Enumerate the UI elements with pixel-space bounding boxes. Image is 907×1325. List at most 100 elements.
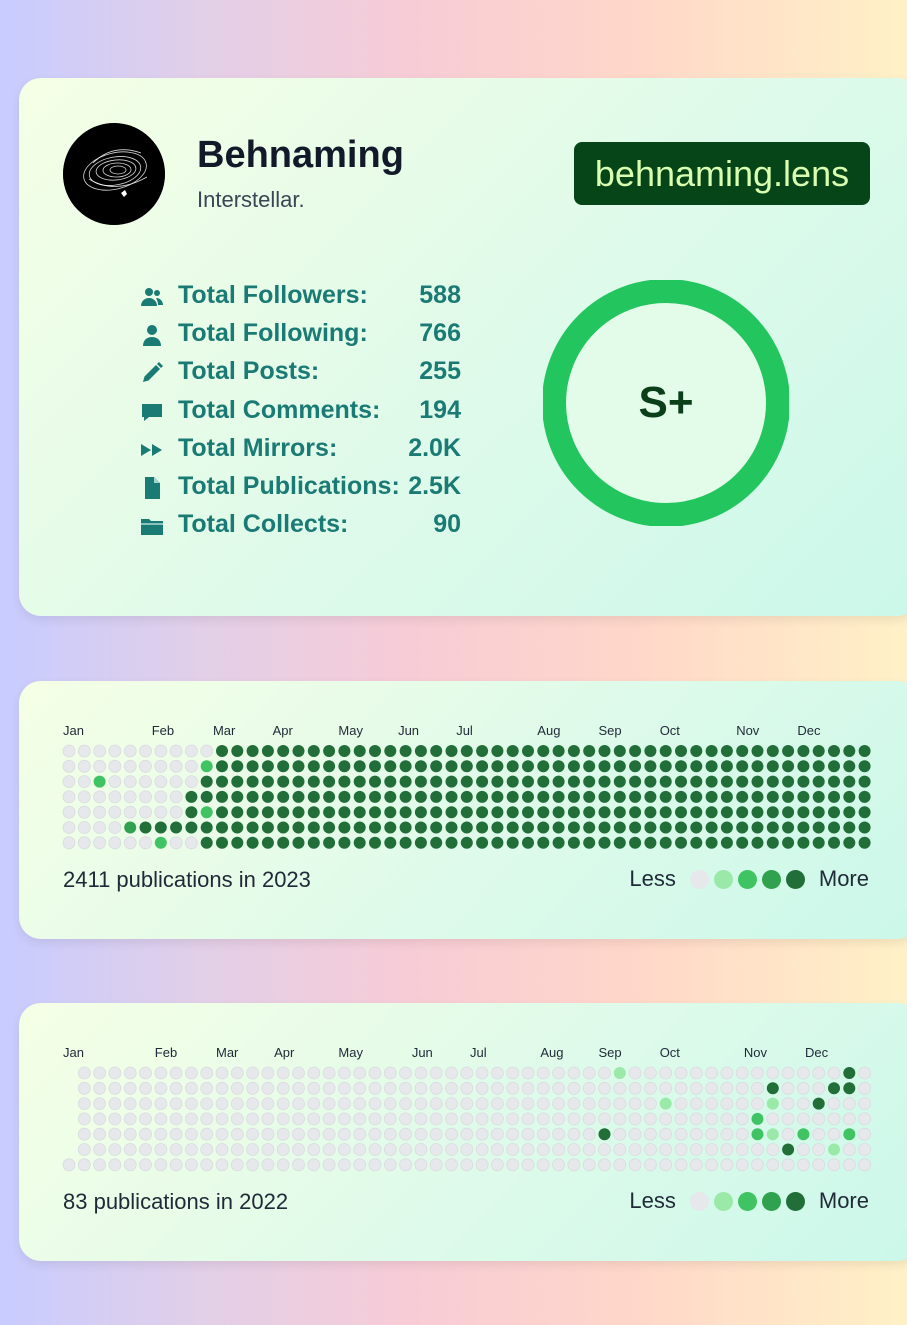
heatmap-cell[interactable] — [430, 836, 443, 849]
heatmap-cell[interactable] — [736, 775, 749, 788]
heatmap-cell[interactable] — [353, 1066, 367, 1080]
heatmap-cell[interactable] — [93, 759, 106, 773]
heatmap-cell[interactable] — [384, 775, 397, 788]
heatmap-cell[interactable] — [644, 806, 657, 819]
heatmap-cell[interactable] — [567, 836, 580, 849]
heatmap-cell[interactable] — [782, 806, 795, 819]
heatmap-cell[interactable] — [476, 745, 489, 757]
heatmap-cell[interactable] — [399, 1066, 413, 1080]
heatmap-cell[interactable] — [491, 775, 504, 788]
heatmap-cell[interactable] — [675, 745, 687, 757]
heatmap-cell[interactable] — [552, 1112, 565, 1126]
heatmap-cell[interactable] — [659, 745, 672, 757]
heatmap-cell[interactable] — [522, 760, 534, 773]
heatmap-cell[interactable] — [858, 1158, 871, 1172]
heatmap-cell[interactable] — [735, 1127, 749, 1141]
heatmap-cell[interactable] — [77, 1066, 91, 1080]
heatmap-cell[interactable] — [552, 745, 565, 757]
heatmap-cell[interactable] — [399, 806, 412, 819]
heatmap-cell[interactable] — [720, 1066, 734, 1080]
heatmap-cell[interactable] — [414, 1081, 428, 1095]
heatmap-cell[interactable] — [108, 775, 122, 788]
heatmap-cell[interactable] — [261, 775, 274, 788]
heatmap-cell[interactable] — [506, 1158, 520, 1172]
heatmap-cell[interactable] — [154, 1158, 168, 1172]
heatmap-cell[interactable] — [108, 744, 122, 758]
heatmap-cell[interactable] — [430, 760, 443, 773]
heatmap-cell[interactable] — [476, 821, 489, 834]
heatmap-cell[interactable] — [429, 1097, 443, 1110]
heatmap-cell[interactable] — [430, 806, 443, 819]
heatmap-cell[interactable] — [277, 790, 290, 803]
heatmap-cell[interactable] — [613, 775, 626, 788]
heatmap-cell[interactable] — [552, 806, 565, 819]
heatmap-cell[interactable] — [536, 1081, 550, 1095]
heatmap-cell[interactable] — [184, 836, 198, 850]
heatmap-cell[interactable] — [246, 1081, 260, 1095]
heatmap-cell[interactable] — [108, 1081, 122, 1095]
heatmap-cell[interactable] — [735, 1112, 749, 1126]
heatmap-cell[interactable] — [322, 1112, 336, 1126]
heatmap-cell[interactable] — [445, 1081, 458, 1095]
heatmap-cell[interactable] — [720, 1081, 734, 1095]
heatmap-cell[interactable] — [552, 821, 565, 834]
heatmap-cell[interactable] — [368, 1127, 382, 1141]
heatmap-cell[interactable] — [139, 1127, 152, 1141]
heatmap-cell[interactable] — [353, 745, 366, 757]
heatmap-cell[interactable] — [720, 760, 733, 773]
heatmap-cell[interactable] — [261, 790, 274, 803]
heatmap-cell[interactable] — [261, 1081, 275, 1095]
heatmap-cell[interactable] — [490, 1127, 504, 1141]
heatmap-cell[interactable] — [368, 1081, 382, 1095]
heatmap-cell[interactable] — [338, 806, 351, 819]
heatmap-cell[interactable] — [751, 1081, 764, 1095]
heatmap-cell[interactable] — [445, 821, 458, 834]
heatmap-cell[interactable] — [93, 1066, 106, 1080]
heatmap-cell[interactable] — [353, 836, 366, 849]
heatmap-cell[interactable] — [766, 1082, 779, 1095]
heatmap-cell[interactable] — [383, 1127, 397, 1141]
heatmap-cell[interactable] — [475, 1097, 489, 1110]
heatmap-cell[interactable] — [123, 836, 137, 850]
heatmap-cell[interactable] — [200, 790, 213, 803]
heatmap-cell[interactable] — [735, 1158, 749, 1172]
heatmap-cell[interactable] — [292, 1158, 305, 1172]
heatmap-cell[interactable] — [353, 790, 366, 803]
heatmap-cell[interactable] — [490, 1097, 504, 1110]
heatmap-cell[interactable] — [598, 760, 611, 773]
heatmap-cell[interactable] — [169, 744, 183, 758]
heatmap-cell[interactable] — [644, 775, 657, 788]
heatmap-cell[interactable] — [184, 1143, 198, 1156]
heatmap-cell[interactable] — [292, 836, 305, 849]
heatmap-cell[interactable] — [797, 790, 810, 803]
heatmap-cell[interactable] — [292, 1097, 305, 1110]
heatmap-cell[interactable] — [353, 806, 366, 819]
heatmap-cell[interactable] — [705, 745, 718, 757]
heatmap-cell[interactable] — [613, 1127, 627, 1141]
heatmap-cell[interactable] — [751, 790, 764, 803]
heatmap-cell[interactable] — [506, 1097, 520, 1110]
heatmap-cell[interactable] — [445, 806, 458, 819]
heatmap-cell[interactable] — [77, 1112, 91, 1126]
heatmap-cell[interactable] — [383, 1158, 397, 1172]
heatmap-cell[interactable] — [108, 821, 122, 834]
heatmap-cell[interactable] — [674, 1081, 688, 1095]
heatmap-cell[interactable] — [629, 790, 642, 803]
heatmap-cell[interactable] — [93, 805, 106, 819]
heatmap-cell[interactable] — [536, 1158, 550, 1172]
heatmap-cell[interactable] — [567, 806, 580, 819]
heatmap-cell[interactable] — [659, 1112, 673, 1126]
heatmap-cell[interactable] — [200, 1127, 214, 1141]
heatmap-cell[interactable] — [200, 806, 213, 819]
heatmap-cell[interactable] — [154, 836, 167, 849]
heatmap-cell[interactable] — [200, 760, 213, 773]
heatmap-cell[interactable] — [430, 790, 443, 803]
heatmap-cell[interactable] — [537, 836, 550, 849]
heatmap-cell[interactable] — [307, 806, 320, 819]
heatmap-cell[interactable] — [690, 760, 703, 773]
heatmap-cell[interactable] — [690, 821, 703, 834]
heatmap-cell[interactable] — [613, 1081, 627, 1095]
heatmap-cell[interactable] — [216, 760, 228, 773]
heatmap-cell[interactable] — [613, 1067, 626, 1079]
heatmap-cell[interactable] — [338, 836, 351, 849]
